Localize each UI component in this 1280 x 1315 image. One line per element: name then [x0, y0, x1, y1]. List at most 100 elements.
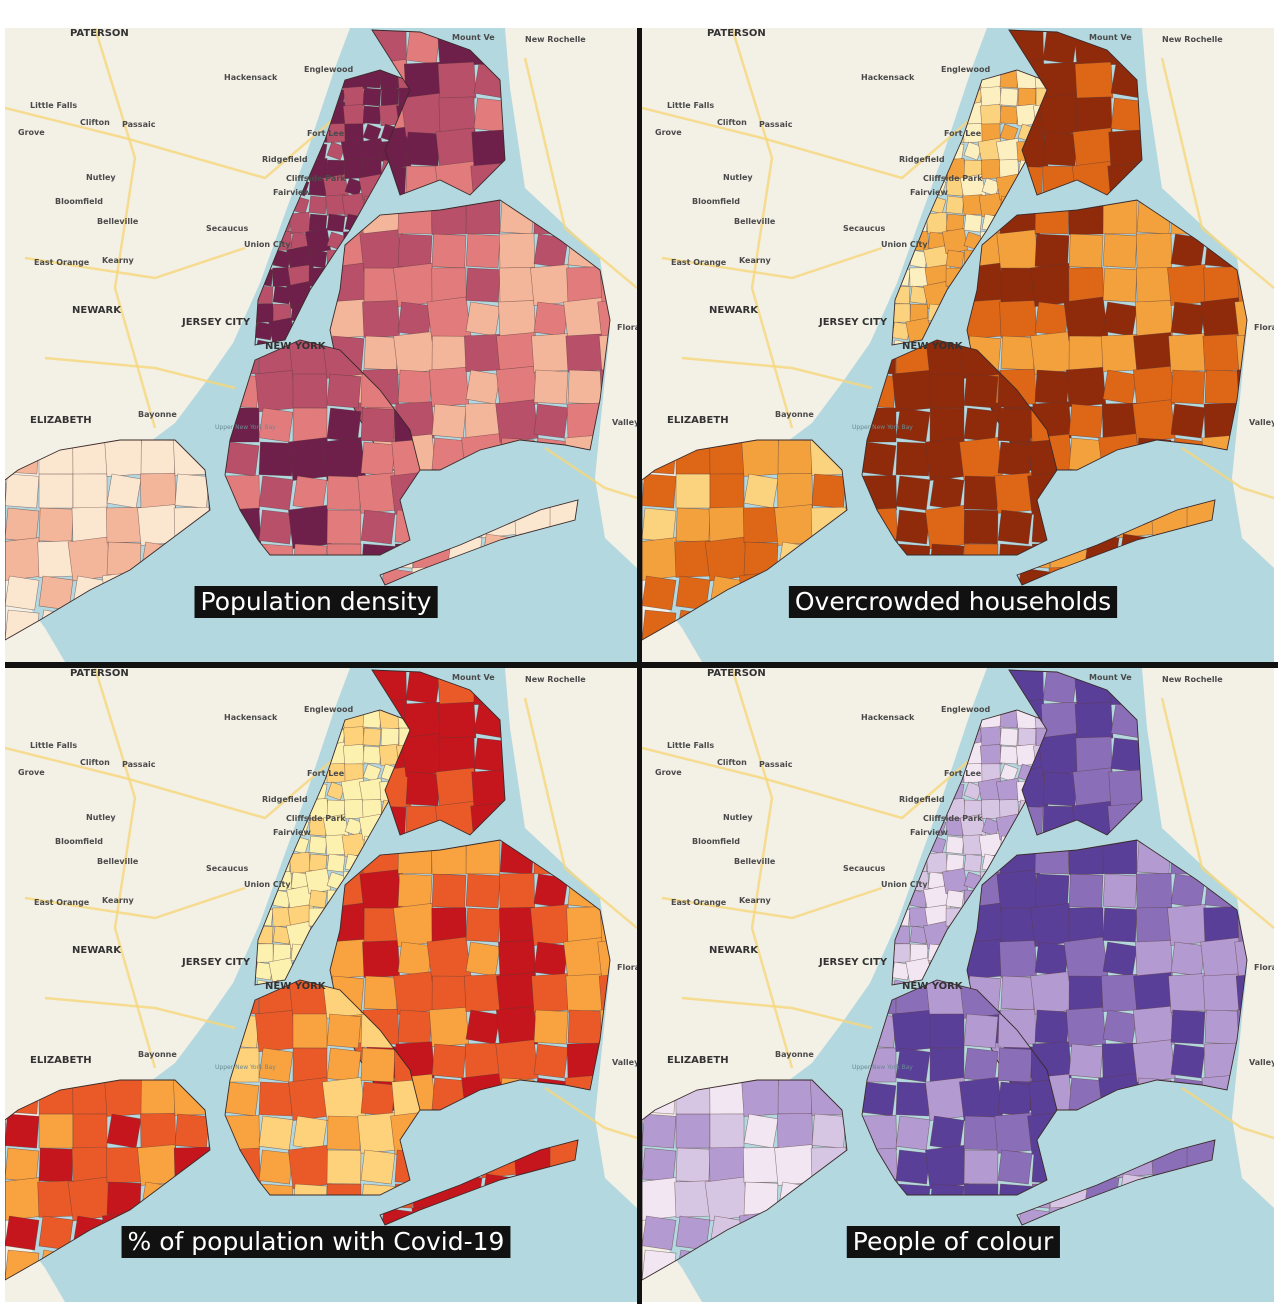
road — [44, 996, 236, 1030]
tract — [397, 873, 433, 909]
place-label: Mount Ve — [1089, 673, 1132, 682]
road — [93, 668, 157, 1069]
tract — [642, 575, 677, 611]
tract — [1167, 264, 1209, 306]
place-label: Passaic — [122, 120, 156, 129]
caption-box — [194, 586, 438, 618]
tract — [1074, 61, 1114, 101]
tract — [174, 473, 210, 509]
road — [24, 886, 246, 920]
borough-outline — [1016, 499, 1216, 586]
place-label: New Rochelle — [1162, 675, 1223, 684]
caption: Population density — [201, 587, 432, 616]
tract — [999, 300, 1037, 338]
tract — [777, 473, 813, 509]
tract — [431, 975, 467, 1011]
borough-outline — [371, 669, 506, 836]
tract — [642, 1147, 677, 1183]
tract — [5, 1113, 40, 1149]
tract — [1034, 941, 1070, 977]
tract — [326, 543, 362, 555]
tract — [1068, 975, 1104, 1011]
tract — [1102, 907, 1138, 943]
tract — [959, 437, 1003, 481]
place-label: Valley Stream — [612, 1058, 675, 1067]
road — [523, 697, 637, 929]
tract — [326, 1149, 362, 1185]
place-label: Mount Ve — [452, 673, 495, 682]
tract — [362, 940, 400, 978]
place-label: ELIZABETH — [30, 1055, 92, 1066]
place-label: Belleville — [734, 857, 776, 866]
place-label: NEW YORK — [265, 341, 327, 352]
tract — [1167, 904, 1209, 946]
place-label: Secaucus — [206, 224, 248, 233]
tract — [743, 473, 779, 509]
tract — [322, 1077, 366, 1121]
tract — [292, 407, 328, 443]
borough-outline — [642, 1079, 848, 1281]
tract — [1102, 873, 1138, 909]
panel-content: PATERSON Mount Ve New Rochelle Hackensack En… — [642, 668, 1274, 1302]
tract — [1168, 333, 1208, 373]
place-label: Hackensack — [224, 73, 278, 82]
tract — [397, 301, 433, 337]
tract — [360, 1081, 396, 1117]
tract — [1202, 333, 1242, 373]
tract — [963, 373, 999, 409]
place-label: Floral Park — [1254, 323, 1280, 332]
road — [93, 28, 157, 429]
tract — [140, 1113, 176, 1149]
place-label: Belleville — [97, 217, 139, 226]
tract — [777, 440, 813, 475]
tract — [981, 799, 1001, 819]
tract — [464, 402, 502, 440]
tract — [498, 300, 536, 338]
place-label: Bloomfield — [55, 837, 103, 846]
tract — [362, 87, 382, 107]
tract — [1101, 974, 1139, 1012]
tract — [959, 1077, 1003, 1121]
tract — [999, 940, 1037, 978]
caption: Overcrowded households — [795, 587, 1111, 616]
tract — [362, 745, 382, 765]
place-label: Valley Stream — [612, 418, 675, 427]
tract — [465, 267, 501, 303]
tract — [741, 440, 781, 477]
tract — [929, 373, 965, 409]
tract — [963, 1013, 999, 1049]
tract — [531, 333, 571, 373]
caption-box — [846, 1226, 1060, 1258]
place-label: New Rochelle — [525, 35, 586, 44]
panel-content: PATERSON Mount Ve New Rochelle Hackensack En… — [5, 28, 675, 662]
tract — [743, 1113, 779, 1149]
tract — [1068, 1043, 1104, 1079]
tract — [533, 403, 569, 439]
tract — [567, 369, 603, 405]
place-label: Grove — [655, 768, 682, 777]
tract — [344, 159, 364, 179]
tract — [675, 1113, 711, 1149]
tract — [1101, 1042, 1139, 1080]
tract — [1108, 769, 1142, 809]
place-label: Fairview — [910, 828, 948, 837]
tract — [1135, 872, 1173, 910]
tract — [909, 285, 929, 305]
road — [1160, 697, 1274, 929]
tract — [326, 509, 362, 545]
place-label: Little Falls — [667, 101, 714, 110]
tract — [140, 473, 176, 509]
tract — [397, 233, 433, 269]
tract — [363, 907, 399, 943]
road — [730, 668, 794, 1069]
tract — [431, 267, 467, 303]
tract — [895, 1149, 931, 1185]
tract — [1063, 936, 1109, 982]
place-label: New Rochelle — [1162, 35, 1223, 44]
tract — [642, 1113, 677, 1149]
tract — [1074, 701, 1114, 741]
tract — [929, 1115, 965, 1151]
tract — [326, 373, 362, 409]
land-nj — [5, 668, 350, 1123]
tract — [997, 441, 1033, 477]
